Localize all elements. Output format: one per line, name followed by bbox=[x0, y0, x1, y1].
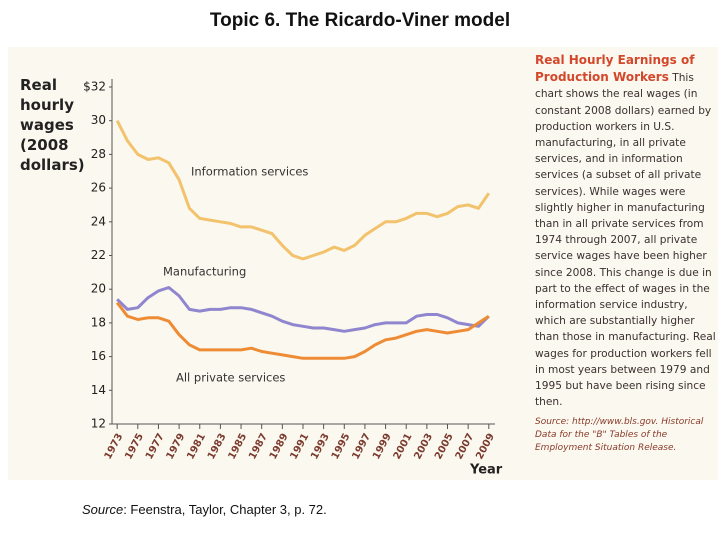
y-axis-label: Real hourly wages (2008 dollars) bbox=[20, 76, 85, 174]
caption-panel: Real Hourly Earnings of Production Worke… bbox=[535, 52, 718, 455]
x-tick-label: 1997 bbox=[350, 432, 373, 462]
x-tick-label: 1973 bbox=[103, 432, 126, 462]
series-line bbox=[116, 286, 490, 333]
series-label: All private services bbox=[176, 371, 285, 385]
x-tick-label: 2005 bbox=[433, 432, 456, 462]
x-axis-label: Year bbox=[469, 463, 503, 478]
caption-source: Source: http://www.bls.gov. Historical D… bbox=[535, 417, 704, 454]
chart: 12141618202224262830$3219731975197719791… bbox=[83, 79, 503, 478]
caption-title: Real Hourly Earnings of Production Worke… bbox=[535, 53, 695, 85]
figure: 12 14 16 18 20 22 24 26 28 30 $32 1973 1975 1977 1979 1… bbox=[8, 47, 718, 480]
series-line bbox=[115, 120, 491, 261]
y-tick-label: 22 bbox=[91, 248, 106, 262]
caption-text: This chart shows the real wages (in cons… bbox=[535, 72, 716, 409]
y-tick-label: 12 bbox=[91, 417, 106, 431]
x-tick-label: 1979 bbox=[165, 432, 188, 462]
y-tick-label: 18 bbox=[91, 315, 106, 329]
y-tick-label: $32 bbox=[83, 80, 106, 94]
footer: Source: Feenstra, Taylor, Chapter 3, p. … bbox=[82, 502, 327, 517]
x-tick-label: 1987 bbox=[247, 432, 270, 462]
x-tick-label: 1999 bbox=[371, 432, 394, 462]
series-label: Manufacturing bbox=[163, 265, 246, 279]
x-tick-label: 2003 bbox=[412, 432, 435, 462]
x-tick-label: 1989 bbox=[268, 432, 291, 462]
y-tick-label: 28 bbox=[91, 147, 106, 161]
y-tick-label: 26 bbox=[91, 181, 106, 195]
x-tick-label: 2001 bbox=[392, 432, 415, 462]
y-tick-label: 24 bbox=[91, 214, 106, 228]
x-tick-label: 1995 bbox=[330, 432, 353, 462]
x-tick-label: 1977 bbox=[144, 432, 167, 462]
x-tick-label: 1975 bbox=[123, 432, 146, 462]
series-line bbox=[116, 301, 490, 360]
y-tick-label: 14 bbox=[91, 383, 106, 397]
footer-text: : Feenstra, Taylor, Chapter 3, p. 72. bbox=[123, 502, 327, 517]
x-tick-label: 2009 bbox=[474, 432, 497, 462]
y-tick-label: 20 bbox=[91, 282, 106, 296]
y-tick-label: 30 bbox=[91, 113, 106, 127]
x-tick-label: 2007 bbox=[454, 432, 477, 462]
x-tick-label: 1993 bbox=[309, 432, 332, 462]
y-tick-label: 16 bbox=[91, 349, 106, 363]
slide-title: Topic 6. The Ricardo-Viner model bbox=[209, 10, 511, 31]
x-tick-label: 1991 bbox=[288, 432, 311, 462]
x-tick-label: 1985 bbox=[227, 432, 250, 462]
x-tick-label: 1981 bbox=[185, 432, 208, 462]
x-tick-label: 1983 bbox=[206, 432, 229, 462]
series-label: Information services bbox=[191, 165, 308, 179]
footer-label: Source bbox=[82, 502, 124, 517]
